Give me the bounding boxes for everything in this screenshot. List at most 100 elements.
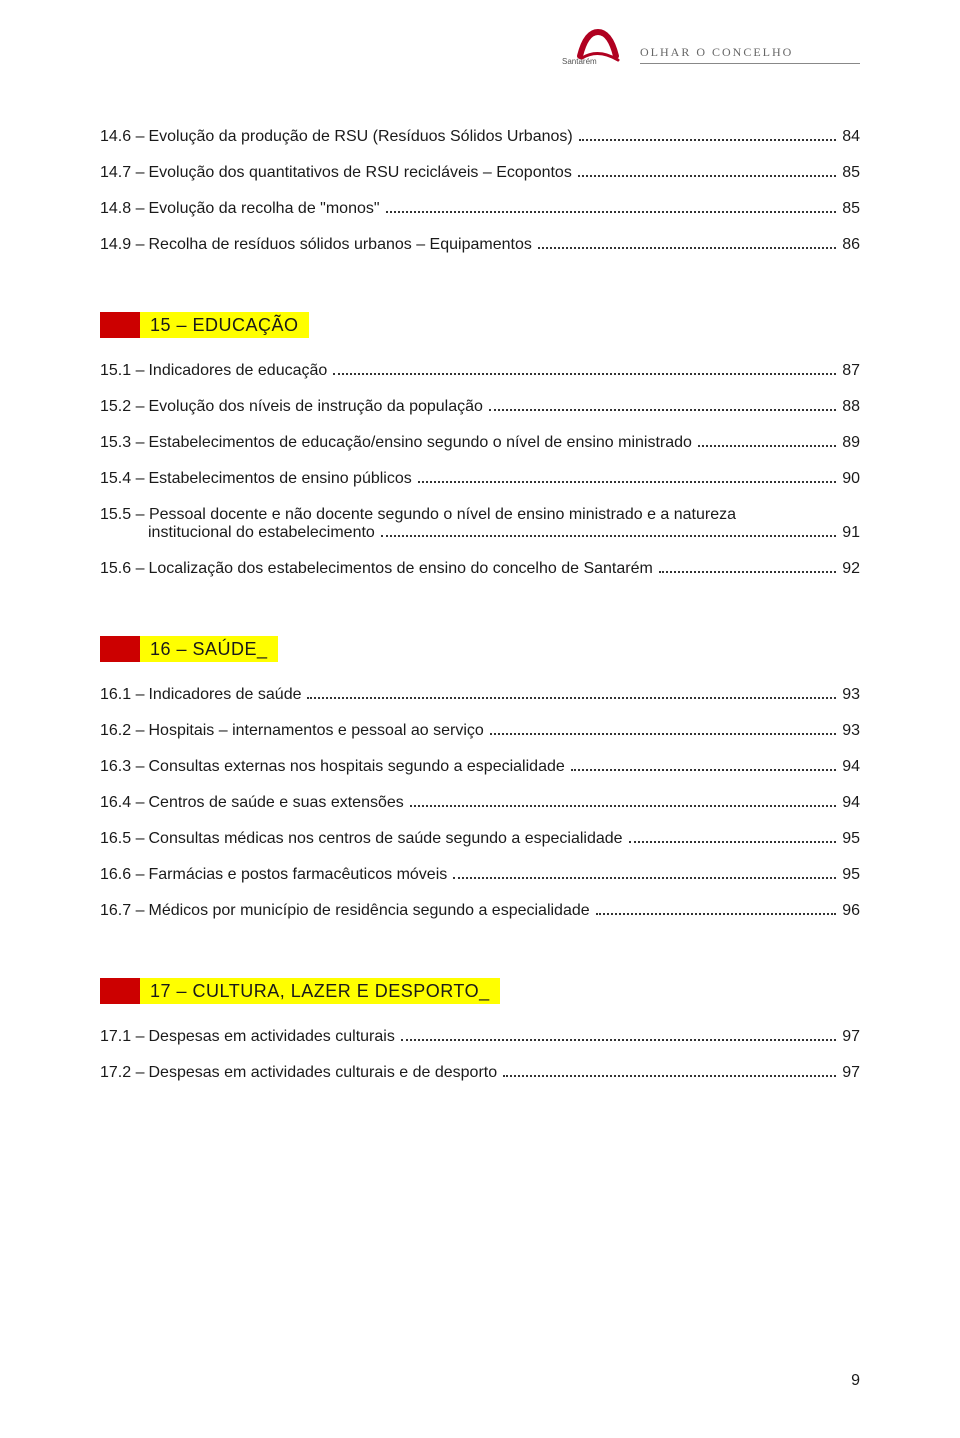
toc-entry: 16.6 – Farmácias e postos farmacêuticos …	[100, 866, 860, 884]
toc-entry: 14.7 – Evolução dos quantitativos de RSU…	[100, 164, 860, 182]
toc-dots	[381, 535, 836, 537]
toc-text: Farmácias e postos farmacêuticos móveis	[148, 866, 447, 884]
toc-page: 88	[842, 398, 860, 416]
header-rule: OLHAR O CONCELHO	[640, 43, 860, 64]
toc-dots	[578, 175, 836, 177]
toc-page: 85	[842, 164, 860, 182]
toc-text: Centros de saúde e suas extensões	[148, 794, 403, 812]
toc-entry: 16.3 – Consultas externas nos hospitais …	[100, 758, 860, 776]
toc-entry: 16.7 – Médicos por município de residênc…	[100, 902, 860, 920]
toc-text: Médicos por município de residência segu…	[148, 902, 589, 920]
toc-text: Despesas em actividades culturais e de d…	[148, 1064, 497, 1082]
toc-num: 17.2 –	[100, 1064, 144, 1082]
toc-text: Localização dos estabelecimentos de ensi…	[148, 560, 652, 578]
toc-num: 16.2 –	[100, 722, 144, 740]
toc-entry: 16.1 – Indicadores de saúde93	[100, 686, 860, 704]
toc-num: 16.6 –	[100, 866, 144, 884]
section-header: 16 – SAÚDE_	[100, 636, 860, 662]
toc-num: 14.7 –	[100, 164, 144, 182]
toc-dots	[307, 697, 836, 699]
logo-text: Santarém	[562, 57, 597, 66]
toc-content: 14.6 – Evolução da produção de RSU (Resí…	[100, 128, 860, 1082]
toc-page: 95	[842, 830, 860, 848]
toc-text: Pessoal docente e não docente segundo o …	[149, 506, 736, 523]
toc-dots	[596, 913, 837, 915]
toc-page: 85	[842, 200, 860, 218]
toc-entry: 15.2 – Evolução dos níveis de instrução …	[100, 398, 860, 416]
toc-entry: 14.9 – Recolha de resíduos sólidos urban…	[100, 236, 860, 254]
toc-dots	[333, 373, 836, 375]
toc-text: Despesas em actividades culturais	[148, 1028, 394, 1046]
toc-entry: 17.1 – Despesas em actividades culturais…	[100, 1028, 860, 1046]
toc-dots	[410, 805, 836, 807]
header-title: OLHAR O CONCELHO	[640, 45, 793, 59]
toc-dots	[490, 733, 836, 735]
toc-page: 87	[842, 362, 860, 380]
section-title: 15 – EDUCAÇÃO	[140, 312, 309, 338]
section-header: 17 – CULTURA, LAZER E DESPORTO_	[100, 978, 860, 1004]
toc-num: 15.2 –	[100, 398, 144, 416]
toc-dots	[418, 481, 836, 483]
toc-page: 86	[842, 236, 860, 254]
red-bar	[100, 636, 140, 662]
toc-text: Consultas médicas nos centros de saúde s…	[148, 830, 622, 848]
toc-text-cont: institucional do estabelecimento	[148, 524, 375, 542]
toc-page: 96	[842, 902, 860, 920]
toc-num: 16.1 –	[100, 686, 144, 704]
toc-entry: 15.3 – Estabelecimentos de educação/ensi…	[100, 434, 860, 452]
toc-entry: 16.5 – Consultas médicas nos centros de …	[100, 830, 860, 848]
toc-page: 89	[842, 434, 860, 452]
toc-text: Evolução dos níveis de instrução da popu…	[148, 398, 482, 416]
toc-text: Estabelecimentos de educação/ensino segu…	[148, 434, 691, 452]
toc-num: 14.6 –	[100, 128, 144, 146]
toc-page: 94	[842, 758, 860, 776]
toc-text: Hospitais – internamentos e pessoal ao s…	[148, 722, 483, 740]
red-bar	[100, 978, 140, 1004]
section-title: 16 – SAÚDE_	[140, 636, 278, 662]
toc-num: 15.3 –	[100, 434, 144, 452]
logo: Santarém	[568, 24, 628, 64]
toc-num: 16.4 –	[100, 794, 144, 812]
toc-entry: 17.2 – Despesas em actividades culturais…	[100, 1064, 860, 1082]
toc-dots	[503, 1075, 836, 1077]
toc-num: 15.5 –	[100, 506, 144, 523]
toc-page: 95	[842, 866, 860, 884]
toc-text: Consultas externas nos hospitais segundo…	[148, 758, 564, 776]
toc-entry: 15.4 – Estabelecimentos de ensino públic…	[100, 470, 860, 488]
toc-entry: 15.1 – Indicadores de educação 87	[100, 362, 860, 380]
toc-text: Evolução da produção de RSU (Resíduos Só…	[148, 128, 572, 146]
toc-entry: 14.8 – Evolução da recolha de "monos" 85	[100, 200, 860, 218]
toc-num: 17.1 –	[100, 1028, 144, 1046]
toc-page: 92	[842, 560, 860, 578]
toc-num: 15.4 –	[100, 470, 144, 488]
toc-text: Evolução dos quantitativos de RSU recicl…	[148, 164, 571, 182]
toc-text: Evolução da recolha de "monos"	[148, 200, 379, 218]
toc-num: 16.5 –	[100, 830, 144, 848]
toc-dots	[571, 769, 836, 771]
toc-num: 14.9 –	[100, 236, 144, 254]
toc-entry: 15.5 – Pessoal docente e não docente seg…	[100, 506, 860, 542]
toc-dots	[659, 571, 836, 573]
toc-text: Indicadores de saúde	[148, 686, 301, 704]
toc-text: Indicadores de educação	[148, 362, 327, 380]
page-header: Santarém OLHAR O CONCELHO	[568, 24, 860, 64]
toc-dots	[489, 409, 836, 411]
toc-dots	[386, 211, 837, 213]
page-number: 9	[851, 1372, 860, 1390]
toc-num: 16.7 –	[100, 902, 144, 920]
toc-text: Recolha de resíduos sólidos urbanos – Eq…	[148, 236, 531, 254]
toc-page: 93	[842, 722, 860, 740]
toc-page: 97	[842, 1064, 860, 1082]
toc-dots	[538, 247, 836, 249]
toc-dots	[453, 877, 836, 879]
toc-dots	[401, 1039, 836, 1041]
toc-dots	[629, 841, 837, 843]
toc-page: 90	[842, 470, 860, 488]
toc-num: 15.1 –	[100, 362, 144, 380]
section-title: 17 – CULTURA, LAZER E DESPORTO_	[140, 978, 500, 1004]
toc-entry: 15.6 – Localização dos estabelecimentos …	[100, 560, 860, 578]
toc-num: 16.3 –	[100, 758, 144, 776]
toc-num: 15.6 –	[100, 560, 144, 578]
toc-num: 14.8 –	[100, 200, 144, 218]
toc-entry: 16.2 – Hospitais – internamentos e pesso…	[100, 722, 860, 740]
